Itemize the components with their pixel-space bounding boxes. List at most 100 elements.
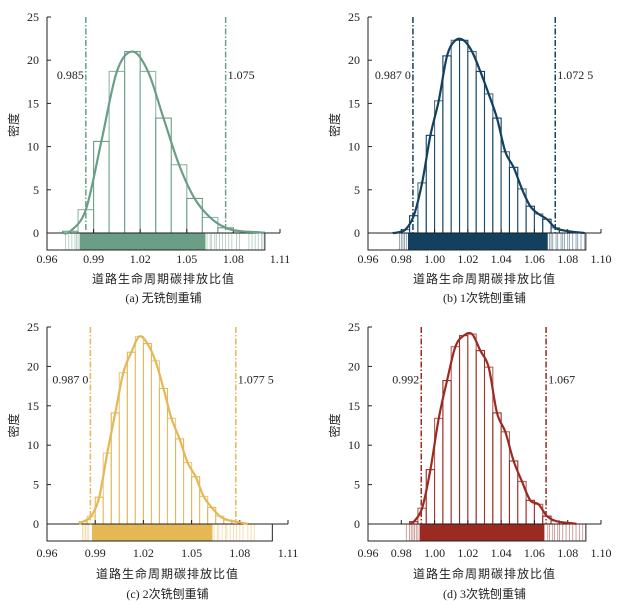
histogram-bar [142, 342, 152, 525]
y-tick-label: 20 [27, 359, 39, 373]
y-axis-label: 密度 [6, 413, 21, 437]
x-tick-label: 0.96 [358, 252, 379, 266]
y-tick-label: 5 [354, 478, 360, 492]
histogram-bar [492, 412, 502, 525]
histogram-bar [201, 216, 219, 234]
histogram-bar [425, 469, 436, 525]
threshold-label: 1.072 5 [557, 68, 593, 82]
x-tick-label: 1.08 [557, 546, 578, 560]
x-tick-label: 1.00 [424, 252, 445, 266]
panel-b-1-milling: 0 5 10 15 20 25 0.96 0.98 1.00 1.02 1.04 1.06 1.08 1.… [327, 10, 612, 305]
histogram-bar [475, 70, 486, 234]
histogram-bar [124, 51, 141, 234]
rug-dense-band [91, 524, 213, 541]
x-tick-label: 1.06 [524, 252, 545, 266]
threshold-label: 1.067 [548, 373, 575, 387]
x-tick-label: 1.04 [491, 546, 512, 560]
y-tick-label: 10 [348, 140, 360, 154]
x-tick-label: 1.10 [591, 252, 612, 266]
kde-curve [78, 335, 249, 526]
x-tick-label: 1.08 [557, 252, 578, 266]
y-tick-label: 20 [348, 359, 360, 373]
histogram-bar [174, 438, 185, 525]
threshold-label: 0.987 0 [375, 68, 411, 82]
y-tick-label: 25 [27, 320, 39, 334]
x-tick-label: 0.98 [391, 252, 412, 266]
y-tick-label: 5 [33, 478, 39, 492]
y-tick-label: 0 [33, 226, 39, 240]
y-axis-label: 密度 [6, 113, 21, 137]
x-axis-label: 道路生命周期碳排放比值 [413, 271, 556, 286]
y-tick-label: 15 [348, 399, 360, 413]
y-tick-label: 20 [27, 53, 39, 67]
y-tick-label: 10 [27, 140, 39, 154]
x-tick-label: 0.96 [37, 546, 58, 560]
panel-a-no-milling: 0 5 10 15 20 25 0.96 0.99 1.02 1.05 1.08 1.11 0.985 1… [6, 10, 291, 305]
x-tick-label: 0.98 [391, 546, 412, 560]
x-tick-label: 1.02 [133, 546, 154, 560]
y-axis-label: 密度 [327, 113, 342, 137]
y-tick-label: 10 [27, 438, 39, 452]
rug-dense-band [407, 233, 548, 250]
threshold-label: 0.992 [392, 373, 419, 387]
x-tick-label: 1.10 [591, 546, 612, 560]
threshold-label: 1.075 [228, 68, 255, 82]
y-tick-label: 25 [348, 10, 360, 24]
histogram-bar [467, 333, 477, 525]
histogram-bar [492, 117, 502, 234]
x-tick-label: 1.00 [424, 546, 445, 560]
x-tick-label: 0.96 [358, 546, 379, 560]
histogram-bar [186, 197, 203, 234]
histogram-bar [93, 140, 110, 234]
y-tick-label: 0 [33, 517, 39, 531]
x-axis-label: 道路生命周期碳排放比值 [413, 566, 556, 581]
histogram-bar [150, 360, 161, 525]
x-tick-label: 1.02 [457, 546, 478, 560]
rug-dense-band [419, 524, 545, 541]
rug-dense-band [79, 233, 206, 250]
subplot-caption: (d) 3次铣刨重铺 [443, 586, 526, 601]
x-tick-label: 1.05 [181, 546, 202, 560]
panel-d-3-milling: 0 5 10 15 20 25 0.96 0.98 1.00 1.02 1.04 1.06 1.08 1.… [327, 320, 612, 601]
histogram-bar [442, 55, 452, 234]
histogram-bar [450, 39, 461, 234]
histogram-bar [467, 51, 477, 234]
threshold-label: 0.985 [57, 68, 84, 82]
histogram-bar [434, 100, 444, 234]
x-tick-label: 1.11 [278, 546, 299, 560]
histogram-bar [170, 164, 188, 234]
x-tick-label: 1.02 [130, 252, 151, 266]
histogram-bar [134, 335, 144, 525]
x-tick-label: 1.11 [270, 252, 291, 266]
y-tick-label: 15 [27, 399, 39, 413]
kde-curve [62, 50, 265, 235]
y-tick-label: 5 [33, 183, 39, 197]
subplot-caption: (c) 2次铣刨重铺 [126, 586, 208, 601]
histogram-bar [458, 335, 469, 525]
x-tick-label: 1.06 [524, 546, 545, 560]
y-tick-label: 15 [348, 96, 360, 110]
subplot-caption: (a) 无铣刨重铺 [125, 290, 201, 305]
y-tick-label: 5 [354, 183, 360, 197]
histogram-bar [139, 70, 157, 234]
x-tick-label: 1.08 [223, 252, 244, 266]
x-tick-label: 1.04 [491, 252, 512, 266]
y-tick-label: 0 [354, 226, 360, 240]
histogram-bar [158, 387, 169, 525]
y-tick-label: 25 [27, 10, 39, 24]
threshold-label: 1.077 5 [238, 373, 274, 387]
x-tick-label: 0.96 [37, 252, 58, 266]
y-tick-label: 15 [27, 96, 39, 110]
kde-curve [409, 331, 577, 526]
x-tick-label: 1.02 [457, 252, 478, 266]
y-tick-label: 20 [348, 53, 360, 67]
subplot-caption: (b) 1次铣刨重铺 [443, 290, 526, 305]
histogram-bar [183, 461, 193, 525]
histogram-bar [500, 151, 511, 234]
x-tick-label: 0.99 [83, 252, 104, 266]
x-tick-label: 1.08 [229, 546, 250, 560]
histogram-bar [475, 350, 486, 525]
y-tick-label: 25 [348, 320, 360, 334]
threshold-label: 0.987 0 [52, 373, 88, 387]
